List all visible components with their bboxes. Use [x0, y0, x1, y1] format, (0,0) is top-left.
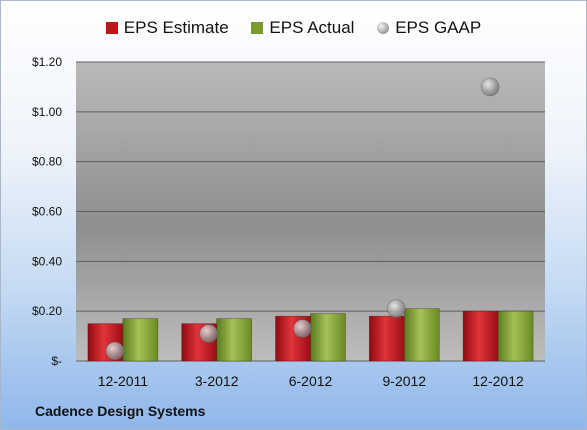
bubble-eps-gaap — [480, 77, 500, 97]
y-tick-label: $0.80 — [32, 155, 62, 169]
y-tick-label: $0.40 — [32, 254, 62, 268]
company-name: Cadence Design Systems — [35, 403, 206, 419]
x-category-label: 12-2012 — [472, 373, 524, 389]
bar-eps-actual — [403, 308, 440, 362]
y-tick-label: $1.20 — [32, 55, 62, 69]
bubble-eps-gaap — [293, 319, 312, 338]
legend-item-eps-estimate: EPS Estimate — [105, 17, 229, 38]
legend-swatch-eps-actual — [251, 21, 264, 34]
bar-eps-estimate — [368, 315, 405, 362]
y-tick-label: $1.00 — [32, 105, 62, 119]
x-category-label: 9-2012 — [383, 373, 427, 389]
bar-eps-actual — [310, 313, 346, 362]
bar-eps-actual — [497, 310, 534, 362]
legend-label-eps-actual: EPS Actual — [269, 17, 355, 37]
legend-item-eps-gaap: EPS GAAP — [377, 18, 481, 38]
bubble-eps-gaap — [386, 299, 406, 318]
y-tick-label: $- — [51, 354, 62, 368]
bar-eps-estimate — [462, 310, 499, 362]
bubble-eps-gaap — [199, 324, 218, 343]
bubble-eps-gaap — [105, 341, 125, 361]
x-category-label: 6-2012 — [289, 373, 333, 389]
legend-swatch-eps-estimate — [105, 21, 118, 34]
legend-label-eps-gaap: EPS GAAP — [395, 17, 482, 37]
x-category-label: 12-2011 — [98, 373, 149, 389]
x-category-label: 3-2012 — [195, 373, 239, 389]
bar-eps-actual — [216, 318, 252, 362]
legend-label-eps-estimate: EPS Estimate — [123, 17, 229, 37]
y-tick-label: $0.20 — [32, 304, 62, 318]
bar-eps-actual — [122, 318, 159, 362]
y-tick-label: $0.60 — [32, 205, 62, 219]
legend: EPS Estimate EPS Actual EPS GAAP — [1, 17, 586, 38]
legend-marker-eps-gaap — [377, 21, 390, 34]
legend-item-eps-actual: EPS Actual — [251, 18, 354, 38]
